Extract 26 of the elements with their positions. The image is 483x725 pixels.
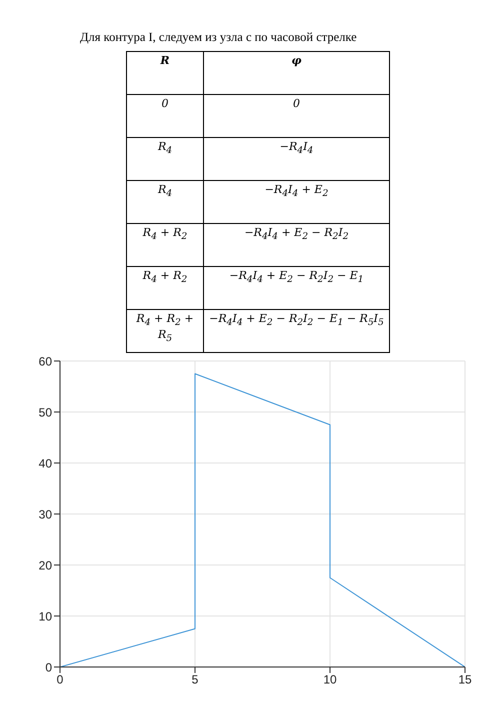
x-tick-label: 10: [323, 672, 337, 687]
text: φ: [204, 52, 390, 94]
y-tick-label: 30: [38, 507, 52, 522]
text: R$_{4}$ + R$_{2}$: [126, 224, 204, 266]
x-tick-label: 15: [458, 672, 472, 687]
text: 0: [204, 94, 390, 138]
text: −R$_{4}$I$_{4}$ + E$_{2}$ − R$_{2}$I$_{2}$ − E$_{1}$ − R$_{5}$I$_{5}$: [209, 312, 384, 328]
x-tick-label: 0: [56, 672, 64, 687]
text: R$_{4}$ + R$_{2}$ + R$_{5}$: [136, 312, 194, 344]
text: R$_{4}$ + R$_{2}$: [126, 266, 204, 310]
text: 0: [126, 94, 204, 138]
y-tick-label: 60: [38, 354, 52, 368]
y-tick-label: 50: [38, 405, 52, 420]
y-tick-label: 40: [38, 456, 52, 470]
x-tick-label: 5: [192, 672, 199, 687]
y-tick-label: 0: [45, 660, 52, 674]
y-tick-label: 20: [38, 558, 52, 572]
text: R$_{4}$: [126, 180, 204, 224]
text: −R$_{4}$I$_{4}$ + E$_{2}$ − R$_{2}$I$_{2}$ − E$_{1}$: [229, 269, 364, 286]
text: −R$_{4}$I$_{4}$ + E$_{2}$: [204, 180, 390, 224]
y-tick-label: 10: [38, 609, 52, 624]
text: R: [126, 52, 204, 94]
text: −R$_{4}$I$_{4}$ + E$_{2}$ − R$_{2}$I$_{2}$: [244, 226, 349, 242]
text: R$_{4}$: [126, 138, 204, 180]
chart-title: Для контура I, следуем из узла с по часовой стрелке: [80, 30, 358, 45]
text: −R$_{4}$I$_{4}$: [204, 138, 390, 180]
